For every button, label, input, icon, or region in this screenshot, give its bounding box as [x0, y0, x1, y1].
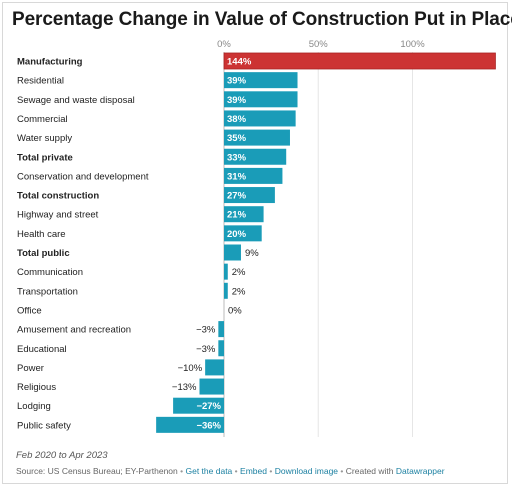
x-tick-label: 50% — [309, 39, 329, 50]
data-label: 35% — [227, 133, 247, 144]
bar — [224, 244, 241, 261]
data-label: 39% — [227, 95, 247, 106]
category-label: Commercial — [17, 114, 68, 125]
bar — [218, 340, 224, 357]
bar — [173, 397, 224, 414]
data-label: 9% — [245, 248, 259, 259]
category-label: Highway and street — [17, 210, 99, 221]
category-label: Amusement and recreation — [17, 325, 131, 336]
category-label: Total public — [17, 248, 70, 259]
datawrapper-link[interactable]: Datawrapper — [395, 466, 445, 476]
x-tick-label: 0% — [217, 39, 231, 50]
separator-dot: • — [234, 466, 238, 476]
data-label: 144% — [227, 57, 252, 68]
data-label: −27% — [196, 401, 221, 412]
bar — [224, 91, 298, 108]
data-label: 2% — [232, 286, 246, 297]
bar — [224, 129, 290, 146]
data-label: 39% — [227, 76, 247, 87]
category-label: Communication — [17, 267, 83, 278]
data-label: −36% — [196, 420, 221, 431]
x-tick-label: 100% — [400, 39, 425, 50]
category-label: Office — [17, 305, 42, 316]
embed-link[interactable]: Embed — [240, 466, 267, 476]
category-label: Religious — [17, 382, 56, 393]
bar — [224, 206, 264, 223]
chart-title: Percentage Change in Value of Constructi… — [12, 9, 512, 30]
source-line: Source: US Census Bureau; EY-Parthenon •… — [16, 466, 445, 476]
bar — [224, 263, 228, 280]
category-label: Conservation and development — [17, 171, 149, 182]
bar — [224, 167, 283, 184]
separator-dot: • — [340, 466, 344, 476]
category-label: Educational — [17, 344, 67, 355]
source-text: Source: US Census Bureau; EY-Parthenon — [16, 466, 178, 476]
category-label: Public safety — [17, 420, 71, 431]
category-label: Sewage and waste disposal — [17, 95, 135, 106]
category-label: Total private — [17, 152, 73, 163]
data-label: 2% — [232, 267, 246, 278]
bar — [224, 225, 262, 242]
bar — [205, 359, 224, 376]
bar — [224, 282, 228, 299]
data-label: 27% — [227, 191, 247, 202]
data-label: 20% — [227, 229, 247, 240]
bar — [156, 416, 224, 433]
category-label: Power — [17, 363, 44, 374]
bar — [223, 52, 496, 70]
date-range-note: Feb 2020 to Apr 2023 — [16, 450, 108, 461]
bar — [224, 72, 298, 89]
data-label: −13% — [172, 382, 197, 393]
category-label: Residential — [17, 76, 64, 87]
category-label: Transportation — [17, 286, 78, 297]
download-image-link[interactable]: Download image — [274, 466, 339, 476]
data-label: 38% — [227, 114, 247, 125]
bar — [218, 321, 224, 338]
bar — [224, 187, 275, 204]
data-label: −3% — [196, 325, 216, 336]
data-label: 21% — [227, 210, 247, 221]
separator-dot: • — [269, 466, 273, 476]
data-label: −10% — [178, 363, 203, 374]
get-data-link[interactable]: Get the data — [185, 466, 233, 476]
data-label: 31% — [227, 171, 247, 182]
data-label: 33% — [227, 152, 247, 163]
separator-dot: • — [180, 466, 184, 476]
data-label: −3% — [196, 344, 216, 355]
category-label: Total construction — [17, 191, 99, 202]
created-with-text: Created with — [345, 466, 394, 476]
data-label: 0% — [228, 305, 242, 316]
bar — [224, 110, 296, 127]
bar — [224, 148, 287, 165]
bar — [199, 378, 224, 395]
category-label: Lodging — [17, 401, 51, 412]
category-label: Manufacturing — [17, 57, 83, 68]
category-label: Health care — [17, 229, 66, 240]
category-label: Water supply — [17, 133, 72, 144]
